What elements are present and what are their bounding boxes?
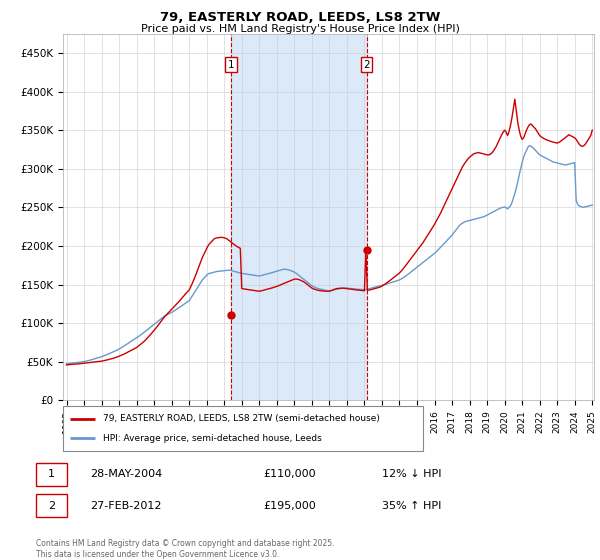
Text: 2: 2 <box>363 60 370 70</box>
Text: £110,000: £110,000 <box>263 469 316 479</box>
Text: £195,000: £195,000 <box>263 501 316 511</box>
Text: 79, EASTERLY ROAD, LEEDS, LS8 2TW: 79, EASTERLY ROAD, LEEDS, LS8 2TW <box>160 11 440 24</box>
Text: 12% ↓ HPI: 12% ↓ HPI <box>382 469 441 479</box>
Text: HPI: Average price, semi-detached house, Leeds: HPI: Average price, semi-detached house,… <box>103 434 322 443</box>
Text: 28-MAY-2004: 28-MAY-2004 <box>90 469 162 479</box>
Text: Contains HM Land Registry data © Crown copyright and database right 2025.
This d: Contains HM Land Registry data © Crown c… <box>36 539 335 559</box>
Bar <box>231 34 367 400</box>
Text: 1: 1 <box>227 60 234 70</box>
Bar <box>36 494 67 517</box>
Text: 27-FEB-2012: 27-FEB-2012 <box>90 501 161 511</box>
Text: 2: 2 <box>48 501 55 511</box>
Text: 35% ↑ HPI: 35% ↑ HPI <box>382 501 441 511</box>
Bar <box>36 463 67 486</box>
Text: Price paid vs. HM Land Registry's House Price Index (HPI): Price paid vs. HM Land Registry's House … <box>140 24 460 34</box>
Text: 1: 1 <box>48 469 55 479</box>
Text: 79, EASTERLY ROAD, LEEDS, LS8 2TW (semi-detached house): 79, EASTERLY ROAD, LEEDS, LS8 2TW (semi-… <box>103 414 379 423</box>
